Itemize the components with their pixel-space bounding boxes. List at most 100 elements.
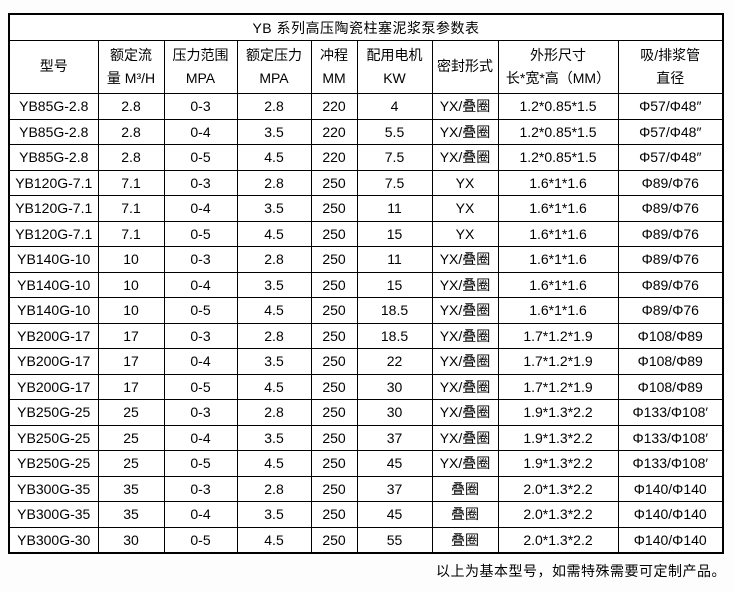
table-cell: 1.7*1.2*1.9 [497, 373, 619, 400]
table-cell: 11 [356, 246, 433, 273]
table-cell: 250 [310, 475, 358, 502]
table-cell: 4.5 [236, 450, 312, 477]
table-cell: 17 [97, 322, 165, 349]
column-header-3: 压力范围 MPA [163, 40, 238, 94]
table-cell: YX [431, 169, 499, 196]
table-cell: 0-3 [163, 246, 238, 273]
table-row: YB250G-25 25 0-5 4.5 250 45 YX/叠圈 1.9*1.3*2.2 Φ1… [8, 450, 724, 477]
table-cell: 10 [97, 297, 165, 324]
table-row: YB200G-17 17 0-3 2.8 250 18.5 YX/叠圈 1.7*1.2*1.9… [8, 322, 724, 349]
pump-parameter-table: YB 系列高压陶瓷柱塞泥浆泵参数表 型号 额定流 量 M³/H 压力范围 MPA 额定… [8, 13, 724, 554]
table-cell: 250 [310, 220, 358, 247]
table-cell: 0-5 [163, 450, 238, 477]
table-cell: 55 [356, 526, 433, 554]
table-cell: YX/叠圈 [431, 399, 499, 426]
table-cell: Φ108/Φ89 [617, 373, 724, 400]
table-cell: 0-5 [163, 526, 238, 554]
table-cell: 2.8 [97, 118, 165, 145]
table-body: YB85G-2.8 2.8 0-3 2.8 220 4 YX/叠圈 1.2*0.85*1.5 Φ… [8, 93, 724, 554]
table-cell: 2.0*1.3*2.2 [497, 475, 619, 502]
table-row: YB200G-17 17 0-4 3.5 250 22 YX/叠圈 1.7*1.2*1.9 Φ1… [8, 348, 724, 375]
table-cell: 250 [310, 450, 358, 477]
table-cell: YX/叠圈 [431, 271, 499, 298]
table-row: YB300G-35 35 0-4 3.5 250 45 叠圈 2.0*1.3*2.2 Φ140/… [8, 501, 724, 528]
table-cell: 17 [97, 373, 165, 400]
table-cell: 220 [310, 93, 358, 120]
table-cell: Φ89/Φ76 [617, 297, 724, 324]
table-cell: 0-5 [163, 373, 238, 400]
table-cell: 15 [356, 220, 433, 247]
table-row: YB300G-30 30 0-5 4.5 250 55 叠圈 2.0*1.3*2.2 Φ140/… [8, 526, 724, 554]
table-cell: 250 [310, 297, 358, 324]
table-cell: 1.6*1*1.6 [497, 271, 619, 298]
table-cell: 250 [310, 399, 358, 426]
table-cell: YX/叠圈 [431, 144, 499, 171]
table-cell: 4 [356, 93, 433, 120]
table-cell: 37 [356, 475, 433, 502]
table-cell: 250 [310, 348, 358, 375]
table-cell: 2.8 [236, 93, 312, 120]
table-cell: 3.5 [236, 271, 312, 298]
table-cell: 1.9*1.3*2.2 [497, 424, 619, 451]
table-cell: 18.5 [356, 322, 433, 349]
table-row: YB140G-10 10 0-5 4.5 250 18.5 YX/叠圈 1.6*1*1.6 Φ8… [8, 297, 724, 324]
table-row: YB120G-7.1 7.1 0-5 4.5 250 15 YX 1.6*1*1.6 Φ89/Φ… [8, 220, 724, 247]
column-header-9: 吸/排浆管 直径 [617, 40, 724, 94]
table-cell: Φ140/Φ140 [617, 526, 724, 554]
table-cell: 0-5 [163, 297, 238, 324]
column-header-5: 冲程 MM [310, 40, 358, 94]
column-header-6: 配用电机 KW [356, 40, 433, 94]
table-cell: 0-5 [163, 220, 238, 247]
table-cell: YB120G-7.1 [8, 169, 99, 196]
column-header-8: 外形尺寸 长*宽*高（MM） [497, 40, 619, 94]
table-cell: 250 [310, 246, 358, 273]
table-cell: 45 [356, 501, 433, 528]
table-title-row: YB 系列高压陶瓷柱塞泥浆泵参数表 [8, 13, 724, 41]
table-row: YB140G-10 10 0-4 3.5 250 15 YX/叠圈 1.6*1*1.6 Φ89/… [8, 271, 724, 298]
table-cell: 2.8 [97, 93, 165, 120]
table-cell: 220 [310, 118, 358, 145]
table-cell: 2.0*1.3*2.2 [497, 526, 619, 554]
table-cell: 1.9*1.3*2.2 [497, 399, 619, 426]
table-cell: 0-4 [163, 118, 238, 145]
table-cell: Φ57/Φ48″ [617, 93, 724, 120]
table-cell: 叠圈 [431, 501, 499, 528]
table-cell: 1.6*1*1.6 [497, 297, 619, 324]
table-cell: 15 [356, 271, 433, 298]
table-cell: 3.5 [236, 348, 312, 375]
table-cell: 3.5 [236, 424, 312, 451]
table-cell: 0-3 [163, 475, 238, 502]
table-cell: 1.6*1*1.6 [497, 195, 619, 222]
table-cell: Φ108/Φ89 [617, 322, 724, 349]
table-cell: 1.6*1*1.6 [497, 220, 619, 247]
table-cell: 0-3 [163, 93, 238, 120]
table-cell: 4.5 [236, 526, 312, 554]
table-cell: 250 [310, 501, 358, 528]
table-cell: YX/叠圈 [431, 373, 499, 400]
table-cell: Φ140/Φ140 [617, 475, 724, 502]
table-cell: 2.8 [236, 169, 312, 196]
table-cell: YX/叠圈 [431, 322, 499, 349]
table-cell: 0-3 [163, 169, 238, 196]
table-cell: 0-3 [163, 399, 238, 426]
table-cell: Φ89/Φ76 [617, 271, 724, 298]
table-cell: YB85G-2.8 [8, 118, 99, 145]
table-cell: 2.8 [236, 246, 312, 273]
table-cell: 30 [356, 399, 433, 426]
table-cell: 1.9*1.3*2.2 [497, 450, 619, 477]
table-header-row: 型号 额定流 量 M³/H 压力范围 MPA 额定压力 MPA 冲程 MM 配用电机 KW… [8, 40, 724, 94]
column-header-7: 密封形式 [431, 40, 499, 94]
table-cell: 22 [356, 348, 433, 375]
table-cell: 37 [356, 424, 433, 451]
table-title: YB 系列高压陶瓷柱塞泥浆泵参数表 [8, 13, 724, 41]
table-cell: 叠圈 [431, 526, 499, 554]
table-cell: YX/叠圈 [431, 93, 499, 120]
table-cell: 0-3 [163, 322, 238, 349]
table-cell: 3.5 [236, 501, 312, 528]
table-cell: 220 [310, 144, 358, 171]
table-cell: 0-4 [163, 501, 238, 528]
table-cell: 250 [310, 373, 358, 400]
table-cell: 17 [97, 348, 165, 375]
table-cell: YB250G-25 [8, 399, 99, 426]
